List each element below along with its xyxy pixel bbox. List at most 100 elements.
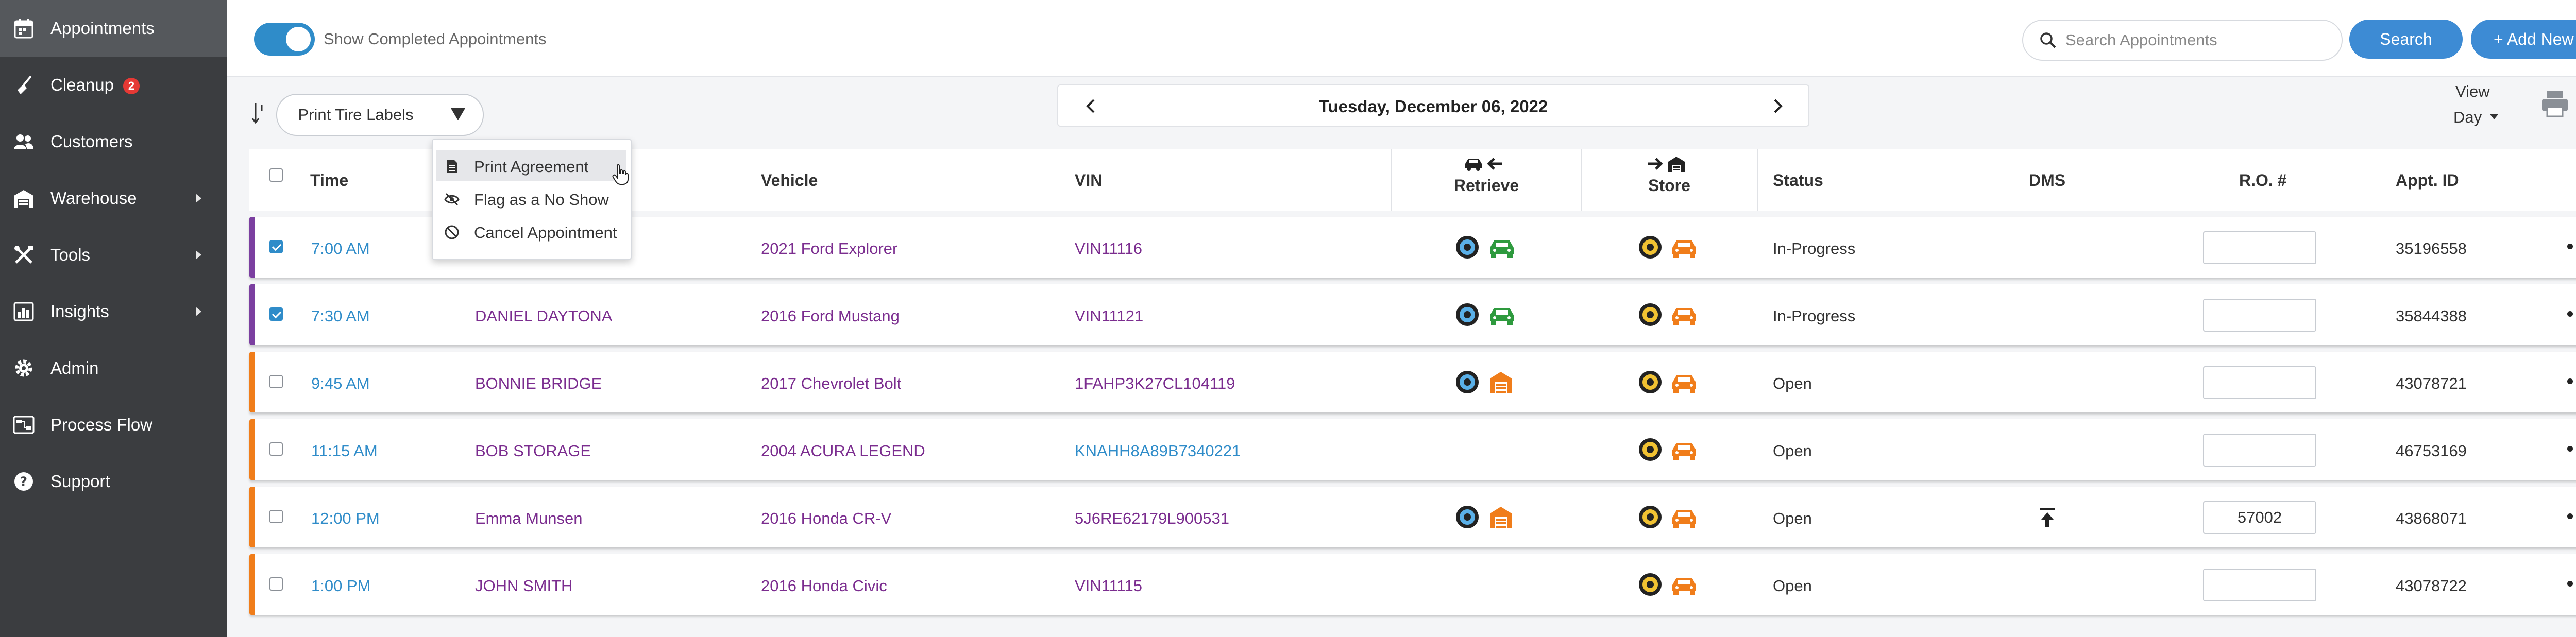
print-options-dropdown-button[interactable] <box>433 94 484 136</box>
tire-yellow-icon[interactable] <box>1637 504 1663 530</box>
customer-name[interactable]: BOB STORAGE <box>475 442 591 460</box>
vehicle-link[interactable]: 2016 Honda CR-V <box>761 509 892 527</box>
vehicle-link[interactable]: 2017 Chevrolet Bolt <box>761 374 902 392</box>
vin-link[interactable]: VIN11121 <box>1075 307 1144 325</box>
sidebar-item-cleanup[interactable]: Cleanup 2 <box>0 57 227 113</box>
ro-number-input[interactable]: 57002 <box>2203 501 2316 534</box>
warehouse-orange-icon[interactable] <box>1488 369 1514 395</box>
tire-yellow-icon[interactable] <box>1637 572 1663 597</box>
appointment-time[interactable]: 9:45 AM <box>311 374 370 392</box>
upload-icon[interactable] <box>2038 507 2057 528</box>
sort-icon[interactable] <box>251 101 267 125</box>
vehicle-link[interactable]: 2021 Ford Explorer <box>761 239 898 257</box>
sidebar-item-support[interactable]: ? Support <box>0 453 227 510</box>
car-orange-icon[interactable] <box>1670 234 1696 260</box>
tire-yellow-icon[interactable] <box>1637 369 1663 395</box>
appointment-time[interactable]: 7:30 AM <box>311 307 370 325</box>
header-appt-id: Appt. ID <box>2396 171 2459 190</box>
tire-blue-icon[interactable] <box>1454 369 1480 395</box>
print-icon[interactable] <box>2540 89 2570 118</box>
car-orange-icon[interactable] <box>1670 369 1696 395</box>
appointment-time[interactable]: 12:00 PM <box>311 509 380 527</box>
appointment-time[interactable]: 1:00 PM <box>311 577 371 595</box>
customer-name[interactable]: BONNIE BRIDGE <box>475 374 602 392</box>
search-box[interactable] <box>2022 20 2343 61</box>
row-checkbox[interactable] <box>269 510 283 523</box>
vin-link[interactable]: 1FAHP3K27CL104119 <box>1075 374 1235 392</box>
chevron-down-icon <box>2490 114 2498 119</box>
menu-item-print-agreement[interactable]: Print Agreement <box>436 150 626 181</box>
car-green-icon[interactable] <box>1488 234 1514 260</box>
print-tire-labels-button[interactable]: Print Tire Labels <box>276 94 435 136</box>
more-options-icon[interactable] <box>2567 446 2576 453</box>
sidebar-item-warehouse[interactable]: Warehouse <box>0 170 227 227</box>
ro-number-input[interactable] <box>2203 231 2316 264</box>
row-status-bar <box>249 419 255 480</box>
car-orange-icon[interactable] <box>1670 504 1696 530</box>
table-row[interactable]: 11:15 AM BOB STORAGE 2004 ACURA LEGEND K… <box>249 419 2576 480</box>
customer-name[interactable]: DANIEL DAYTONA <box>475 307 613 325</box>
vehicle-link[interactable]: 2004 ACURA LEGEND <box>761 442 925 460</box>
tire-yellow-icon[interactable] <box>1637 302 1663 328</box>
tire-blue-icon[interactable] <box>1454 504 1480 530</box>
more-options-icon[interactable] <box>2567 581 2576 588</box>
table-row[interactable]: 7:00 AM 2021 Ford Explorer VIN11116 In-P… <box>249 217 2576 278</box>
more-options-icon[interactable] <box>2567 378 2576 386</box>
row-checkbox[interactable] <box>269 375 283 388</box>
tire-blue-icon[interactable] <box>1454 302 1480 328</box>
sidebar-item-tools[interactable]: Tools <box>0 227 227 283</box>
tire-yellow-icon[interactable] <box>1637 234 1663 260</box>
sidebar-item-appointments[interactable]: Appointments <box>0 0 227 57</box>
car-green-icon[interactable] <box>1488 302 1514 328</box>
table-row[interactable]: 9:45 AM BONNIE BRIDGE 2017 Chevrolet Bol… <box>249 352 2576 412</box>
menu-item-flag-no-show[interactable]: Flag as a No Show <box>436 183 626 214</box>
row-checkbox[interactable] <box>269 307 283 321</box>
customer-name[interactable]: JOHN SMITH <box>475 577 573 595</box>
next-day-button[interactable] <box>1768 97 1787 115</box>
car-orange-icon[interactable] <box>1670 572 1696 597</box>
vin-link[interactable]: VIN11115 <box>1075 577 1142 595</box>
table-row[interactable]: 1:00 PM JOHN SMITH 2016 Honda Civic VIN1… <box>249 554 2576 615</box>
row-checkbox[interactable] <box>269 442 283 456</box>
table-row[interactable]: 12:00 PM Emma Munsen 2016 Honda CR-V 5J6… <box>249 487 2576 547</box>
tire-blue-icon[interactable] <box>1454 234 1480 260</box>
tire-yellow-icon[interactable] <box>1637 437 1663 462</box>
table-row[interactable]: 7:30 AM DANIEL DAYTONA 2016 Ford Mustang… <box>249 284 2576 345</box>
vin-link[interactable]: 5J6RE62179L900531 <box>1075 509 1229 527</box>
menu-item-cancel-appointment[interactable]: Cancel Appointment <box>436 216 626 247</box>
more-options-icon[interactable] <box>2567 244 2576 251</box>
vin-link[interactable]: KNAHH8A89B7340221 <box>1075 442 1241 460</box>
ro-number-input[interactable] <box>2203 569 2316 601</box>
sidebar-item-customers[interactable]: Customers <box>0 113 227 170</box>
car-orange-icon[interactable] <box>1670 437 1696 462</box>
warehouse-orange-icon[interactable] <box>1488 504 1514 530</box>
sidebar-item-insights[interactable]: Insights <box>0 283 227 340</box>
select-all-checkbox[interactable] <box>269 168 283 182</box>
more-options-icon[interactable] <box>2567 513 2576 521</box>
sidebar-item-admin[interactable]: Admin <box>0 340 227 397</box>
search-button[interactable]: Search <box>2349 20 2463 59</box>
ro-number-input[interactable] <box>2203 366 2316 399</box>
show-completed-toggle[interactable] <box>254 23 315 56</box>
customer-name[interactable]: Emma Munsen <box>475 509 583 527</box>
view-mode-select[interactable]: Day <box>2453 108 2482 126</box>
sidebar-item-label: Insights <box>50 302 109 321</box>
vin-link[interactable]: VIN11116 <box>1075 239 1142 257</box>
car-orange-icon[interactable] <box>1670 302 1696 328</box>
more-options-icon[interactable] <box>2567 311 2576 318</box>
row-checkbox[interactable] <box>269 577 283 591</box>
ro-number-input[interactable] <box>2203 434 2316 467</box>
sidebar-item-process-flow[interactable]: Process Flow <box>0 397 227 453</box>
appointment-time[interactable]: 7:00 AM <box>311 239 370 257</box>
eye-slash-icon <box>444 192 460 207</box>
appointment-time[interactable]: 11:15 AM <box>311 442 378 460</box>
vehicle-link[interactable]: 2016 Honda Civic <box>761 577 887 595</box>
previous-day-button[interactable] <box>1082 97 1100 115</box>
gear-icon <box>12 357 35 380</box>
ro-number-input[interactable] <box>2203 299 2316 332</box>
add-new-button[interactable]: + Add New <box>2471 20 2576 59</box>
row-checkbox[interactable] <box>269 240 283 253</box>
search-input[interactable] <box>2064 28 2334 53</box>
document-icon <box>444 159 460 174</box>
vehicle-link[interactable]: 2016 Ford Mustang <box>761 307 900 325</box>
